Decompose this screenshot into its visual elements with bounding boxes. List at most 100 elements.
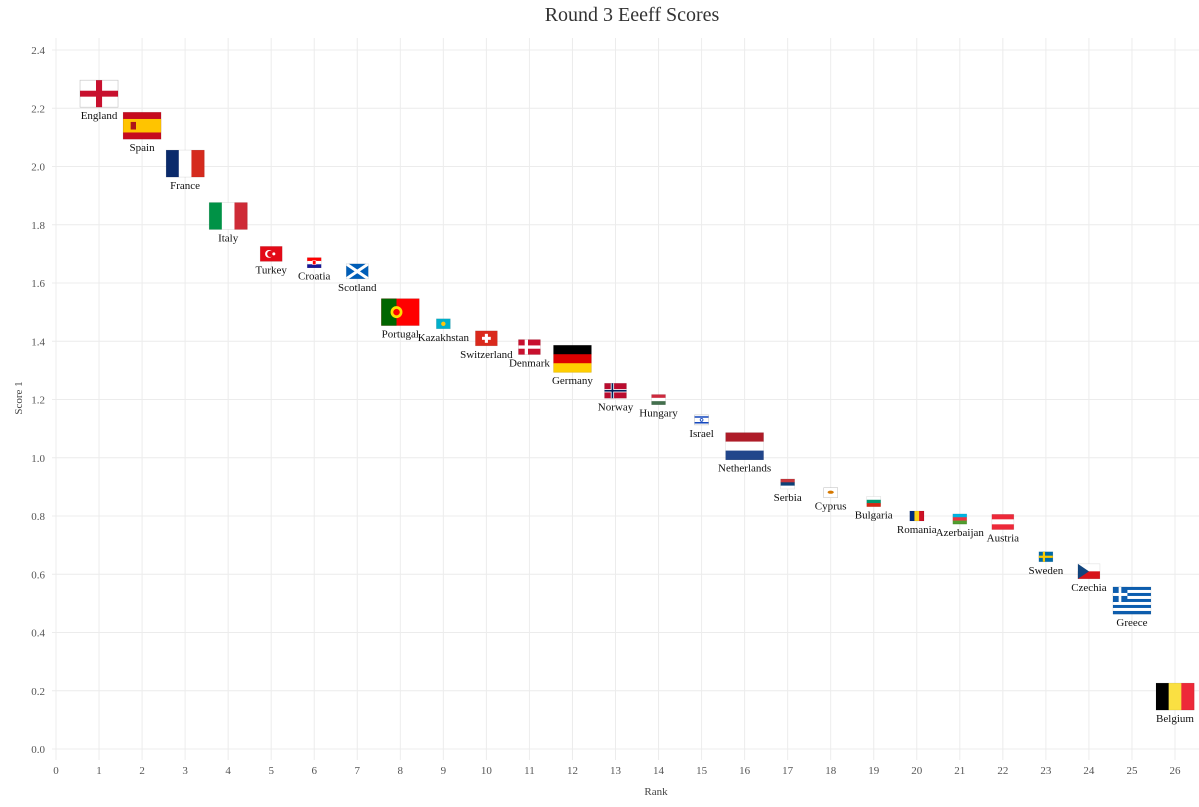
austria-flag-icon xyxy=(991,514,1015,530)
point-label-scotland: Scotland xyxy=(338,282,377,294)
czechia-flag-icon xyxy=(1077,563,1101,580)
y-tick-label: 0.8 xyxy=(31,511,45,523)
x-tick-label: 9 xyxy=(441,765,447,777)
point-label-switzerland: Switzerland xyxy=(460,349,513,361)
x-tick-label: 23 xyxy=(1040,765,1052,777)
azerbaijan-flag-icon xyxy=(952,513,968,525)
portugal-flag-icon xyxy=(381,298,420,326)
point-label-croatia: Croatia xyxy=(298,271,330,283)
point-label-bulgaria: Bulgaria xyxy=(855,509,893,521)
x-tick-label: 15 xyxy=(696,765,708,777)
germany-flag-icon xyxy=(553,344,592,373)
israel-flag-icon xyxy=(694,414,709,426)
y-tick-label: 1.4 xyxy=(31,336,45,348)
scotland-flag-icon xyxy=(345,262,370,281)
x-axis-ticks: 0 1 2 3 4 5 6 7 8 9 10 11 12 13 14 15 16 17 18 19 20 21 22 23 24… xyxy=(53,765,1181,777)
x-tick-label: 17 xyxy=(782,765,794,777)
point-label-italy: Italy xyxy=(218,233,239,245)
serbia-flag-icon xyxy=(780,478,795,490)
point-label-czechia: Czechia xyxy=(1071,582,1107,594)
point-label-spain: Spain xyxy=(130,142,156,154)
point-label-belgium: Belgium xyxy=(1156,713,1194,725)
grid-layer xyxy=(52,38,1199,760)
point-label-turkey: Turkey xyxy=(255,264,287,276)
x-tick-label: 10 xyxy=(481,765,493,777)
point-label-austria: Austria xyxy=(987,532,1020,544)
norway-flag-icon xyxy=(604,382,627,399)
y-tick-label: 0.4 xyxy=(31,628,45,640)
point-label-germany: Germany xyxy=(552,375,593,387)
point-label-england: England xyxy=(81,110,118,122)
switzerland-flag-icon xyxy=(475,330,498,347)
y-tick-label: 0.2 xyxy=(31,686,45,698)
y-tick-label: 1.2 xyxy=(31,395,45,407)
x-tick-label: 8 xyxy=(398,765,404,777)
turkey-flag-icon xyxy=(259,246,283,262)
point-label-azerbaijan: Azerbaijan xyxy=(936,527,985,539)
point-label-norway: Norway xyxy=(598,401,634,413)
point-label-netherlands: Netherlands xyxy=(718,463,771,475)
belgium-flag-icon xyxy=(1155,682,1195,711)
x-tick-label: 7 xyxy=(355,765,361,777)
point-label-portugal: Portugal xyxy=(382,329,419,341)
x-tick-label: 3 xyxy=(182,765,188,777)
point-label-hungary: Hungary xyxy=(639,408,678,420)
bulgaria-flag-icon xyxy=(866,496,882,507)
x-tick-label: 6 xyxy=(311,765,317,777)
england-flag-icon xyxy=(79,79,119,108)
x-tick-label: 21 xyxy=(954,765,965,777)
x-tick-label: 20 xyxy=(911,765,923,777)
y-tick-label: 1.6 xyxy=(31,278,45,290)
romania-flag-icon xyxy=(909,510,925,522)
netherlands-flag-icon xyxy=(725,432,764,460)
point-label-kazakhstan: Kazakhstan xyxy=(418,332,470,344)
x-tick-label: 13 xyxy=(610,765,622,777)
x-axis-label: Rank xyxy=(644,786,668,798)
y-tick-label: 1.8 xyxy=(31,220,45,232)
sweden-flag-icon xyxy=(1038,551,1054,563)
y-axis-label: Score 1 xyxy=(13,381,25,414)
x-tick-label: 1 xyxy=(96,765,102,777)
x-tick-label: 19 xyxy=(868,765,880,777)
y-tick-label: 0.6 xyxy=(31,569,45,581)
x-tick-label: 16 xyxy=(739,765,751,777)
point-label-sweden: Sweden xyxy=(1028,565,1063,577)
cyprus-flag-icon xyxy=(823,487,838,499)
italy-flag-icon xyxy=(208,202,248,230)
point-label-israel: Israel xyxy=(689,428,713,440)
x-tick-label: 12 xyxy=(567,765,578,777)
y-tick-label: 1.0 xyxy=(31,453,45,465)
france-flag-icon xyxy=(165,149,205,178)
y-tick-label: 2.0 xyxy=(31,162,45,174)
x-tick-label: 0 xyxy=(53,765,59,777)
point-label-france: France xyxy=(170,180,200,192)
point-label-romania: Romania xyxy=(897,524,937,536)
spain-flag-icon xyxy=(122,111,162,140)
point-label-cyprus: Cyprus xyxy=(815,501,847,513)
x-tick-label: 14 xyxy=(653,765,665,777)
x-tick-label: 26 xyxy=(1170,765,1182,777)
x-tick-label: 5 xyxy=(268,765,274,777)
x-tick-label: 24 xyxy=(1083,765,1095,777)
chart-title: Round 3 Eeeff Scores xyxy=(545,4,720,26)
x-tick-label: 11 xyxy=(524,765,535,777)
y-tick-label: 0.0 xyxy=(31,744,45,756)
croatia-flag-icon xyxy=(306,257,322,268)
point-label-serbia: Serbia xyxy=(774,492,802,504)
point-label-greece: Greece xyxy=(1116,617,1147,629)
x-tick-label: 22 xyxy=(997,765,1008,777)
point-label-denmark: Denmark xyxy=(509,358,550,370)
hungary-flag-icon xyxy=(651,394,666,405)
x-tick-label: 4 xyxy=(225,765,231,777)
denmark-flag-icon xyxy=(518,339,541,355)
y-tick-label: 2.4 xyxy=(31,45,45,57)
y-axis-ticks: 0.0 0.2 0.4 0.6 0.8 1.0 1.2 1.4 1.6 1.8 2.0 2.2 2.4 xyxy=(31,45,45,756)
x-tick-label: 18 xyxy=(825,765,837,777)
x-tick-label: 2 xyxy=(139,765,145,777)
greece-flag-icon xyxy=(1112,586,1152,615)
kazakhstan-flag-icon xyxy=(436,318,451,330)
y-tick-label: 2.2 xyxy=(31,103,45,115)
data-points: England Spain France Italy Turkey Croatia Scot… xyxy=(79,79,1195,725)
x-tick-label: 25 xyxy=(1126,765,1138,777)
